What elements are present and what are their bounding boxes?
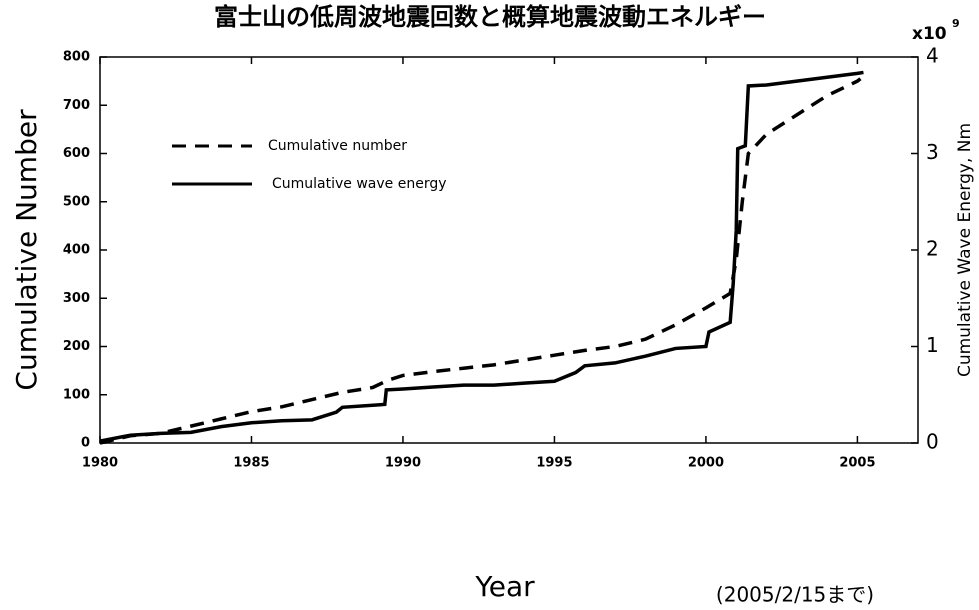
y2-tick-label: 2 (926, 237, 939, 261)
x-tick-label: 1995 (536, 456, 572, 471)
x-tick-label: 1985 (233, 456, 269, 471)
y2-scale-exponent: 9 (952, 17, 960, 30)
x-tick-label: 1980 (82, 456, 118, 471)
legend-label: Cumulative number (268, 138, 407, 154)
y-tick-label: 100 (63, 387, 90, 402)
y2-tick-label: 4 (926, 44, 939, 68)
y2-tick-label: 3 (926, 140, 939, 164)
y2-tick-label: 1 (926, 333, 939, 357)
y2-tick-label: 0 (926, 430, 939, 454)
y2-scale-base: x10 (912, 24, 947, 44)
y-axis-label: Cumulative Number (10, 109, 43, 391)
series-line (99, 70, 864, 443)
legend-label: Cumulative wave energy (272, 176, 447, 192)
x-tick-label: 2005 (839, 456, 875, 471)
y-tick-label: 400 (63, 243, 90, 258)
x-axis-label: Year (474, 570, 535, 603)
y-tick-label: 500 (63, 194, 90, 209)
x-tick-label: 1990 (385, 456, 421, 471)
y-tick-label: 200 (63, 339, 90, 354)
y-tick-label: 0 (81, 436, 90, 451)
y-tick-label: 300 (63, 291, 90, 306)
chart-title: 富士山の低周波地震回数と概算地震波動エネルギー (214, 3, 766, 31)
y-tick-label: 800 (63, 50, 90, 65)
y2-axis-label: Cumulative Wave Energy, Nm (955, 123, 975, 377)
y-tick-label: 600 (63, 146, 90, 161)
x-tick-label: 2000 (688, 456, 724, 471)
series-line (99, 77, 862, 445)
annotation: (2005/2/15まで) (716, 583, 874, 607)
y-tick-label: 700 (63, 98, 90, 113)
